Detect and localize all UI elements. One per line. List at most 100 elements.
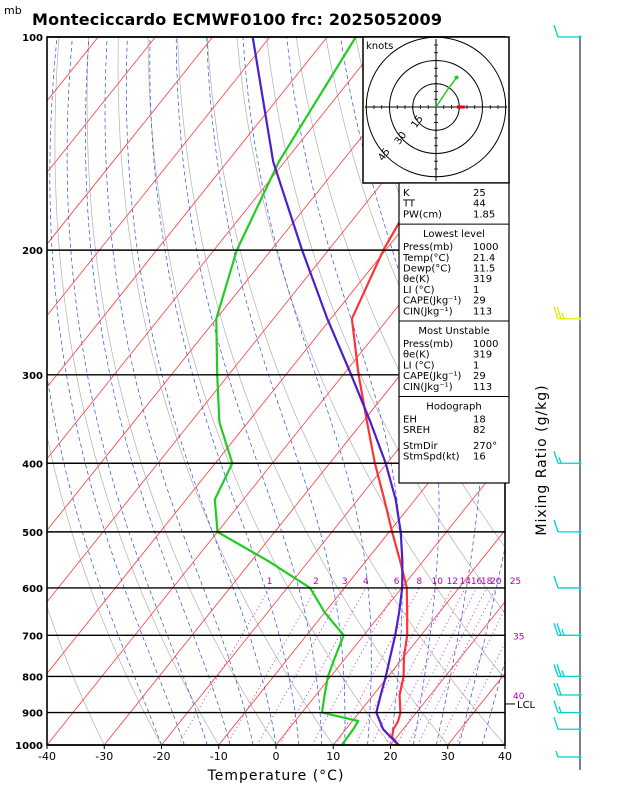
theta-e-label: 35: [513, 632, 524, 642]
hodograph-index-label: SREH: [403, 425, 430, 436]
dry-adiabat: [86, 37, 277, 745]
lowest-level-value: 21.4: [473, 253, 495, 264]
most-unstable-value: 113: [473, 382, 492, 393]
moist-adiabat: [149, 37, 300, 745]
moist-adiabat: [66, 37, 208, 745]
lowest-level-title: Lowest level: [423, 229, 485, 240]
most-unstable-label: CIN(Jkg⁻¹): [403, 382, 453, 393]
wind-barb-origin: [578, 674, 582, 678]
wind-barb-origin: [578, 711, 582, 715]
moist-adiabat: [242, 37, 372, 745]
x-tick-label: -40: [38, 750, 56, 763]
x-tick-label: -20: [153, 750, 171, 763]
lowest-level-value: 113: [473, 306, 492, 317]
lowest-level-value: 1000: [473, 242, 498, 253]
isotherm: [390, 601, 505, 745]
dry-adiabat: [177, 37, 449, 745]
isotherm: [47, 37, 156, 174]
mixing-ratio-label: 16: [471, 577, 483, 587]
wind-barb-flag: [553, 700, 559, 713]
hodograph-index-label: StmDir: [403, 441, 438, 452]
lowest-level-value: 319: [473, 274, 492, 285]
dry-adiabat: [47, 605, 105, 745]
lcl-label: LCL: [517, 700, 536, 711]
most-unstable-value: 1000: [473, 339, 498, 350]
wind-barb-flag: [553, 519, 559, 533]
chart-title: Monteciccardo ECMWF0100 frc: 2025052009: [32, 10, 443, 29]
wind-barb-flag: [561, 670, 565, 677]
most-unstable-label: LI (°C): [403, 360, 435, 371]
hodograph-trace: [435, 77, 458, 108]
lowest-level-label: θe(K): [403, 274, 430, 285]
dry-adiabat: [206, 37, 505, 745]
lowest-level-label: LI (°C): [403, 285, 435, 296]
lowest-level-value: 1: [473, 285, 479, 296]
pressure-tick-label: 1000: [15, 741, 43, 752]
index-value: 25: [473, 188, 486, 199]
hodograph-units-label: knots: [366, 41, 393, 52]
mixing-ratio-line: [407, 587, 488, 745]
mixing-ratio-label: 14: [459, 577, 471, 587]
hodograph-index-value: 270°: [473, 441, 497, 452]
pressure-tick-label: 900: [22, 709, 43, 720]
x-tick-label: 30: [441, 750, 455, 763]
isotherm: [47, 37, 442, 531]
indices-frame: [398, 182, 510, 484]
mixing-ratio-axis-label: Mixing Ratio (g/kg): [534, 384, 550, 535]
wind-barb-flag: [553, 717, 559, 730]
moist-adiabat: [104, 37, 254, 745]
theta-e-label: 40: [513, 692, 525, 702]
moist-adiabat: [175, 37, 323, 745]
index-label: PW(cm): [403, 209, 442, 220]
dry-adiabat: [147, 37, 391, 745]
mixing-ratio-label: 18: [481, 577, 493, 587]
wind-barb-origin: [578, 693, 582, 697]
isotherm: [332, 529, 505, 745]
wind-barb-origin: [578, 530, 582, 534]
wind-barb-flag: [556, 664, 562, 677]
wind-barb-origin: [578, 461, 582, 465]
mixing-ratio-label: 3: [342, 577, 348, 587]
lowest-level-label: Dewp(°C): [403, 264, 451, 275]
mixing-ratio-label: 1: [267, 577, 273, 587]
units-label-mb: mb: [4, 4, 22, 17]
x-tick-label: 10: [326, 750, 340, 763]
parcel-path: [251, 37, 404, 745]
wind-barb-origin: [578, 586, 582, 590]
dry-adiabat: [47, 434, 162, 745]
pressure-tick-label: 300: [22, 371, 43, 382]
wind-barb-flag: [558, 457, 562, 464]
wind-barb-flag: [553, 24, 559, 38]
moist-adiabat: [481, 659, 505, 745]
index-value: 1.85: [473, 209, 495, 220]
most-unstable-title: Most Unstable: [418, 326, 489, 337]
wind-barb-flag: [558, 706, 562, 713]
wind-barb-flag: [553, 306, 559, 319]
mixing-ratio-label: 12: [447, 577, 458, 587]
mixing-ratio-line: [437, 607, 505, 745]
wind-barb-flag: [555, 750, 559, 758]
wind-barb-flag: [556, 623, 562, 636]
isotherm: [47, 171, 505, 745]
lowest-level-label: CAPE(Jkg⁻¹): [403, 296, 461, 307]
most-unstable-value: 1: [473, 360, 479, 371]
x-tick-label: 20: [384, 750, 398, 763]
wind-barb-flag: [553, 575, 559, 589]
hodograph-index-value: 18: [473, 415, 486, 426]
dry-adiabat: [54, 37, 220, 745]
wind-barb-flag: [553, 451, 559, 464]
dry-adiabat: [236, 37, 505, 680]
x-tick-label: -10: [210, 750, 228, 763]
wind-barb-flag: [556, 306, 562, 319]
pressure-tick-label: 200: [22, 246, 43, 257]
x-axis-label: Temperature (°C): [207, 768, 345, 784]
isotherm: [47, 37, 271, 317]
most-unstable-label: Press(mb): [403, 339, 453, 350]
pressure-tick-label: 400: [22, 459, 43, 470]
isotherm: [47, 37, 213, 245]
hodograph-block-title: Hodograph: [426, 402, 481, 413]
moist-adiabat: [47, 373, 162, 745]
wind-barb-flag: [561, 629, 565, 636]
